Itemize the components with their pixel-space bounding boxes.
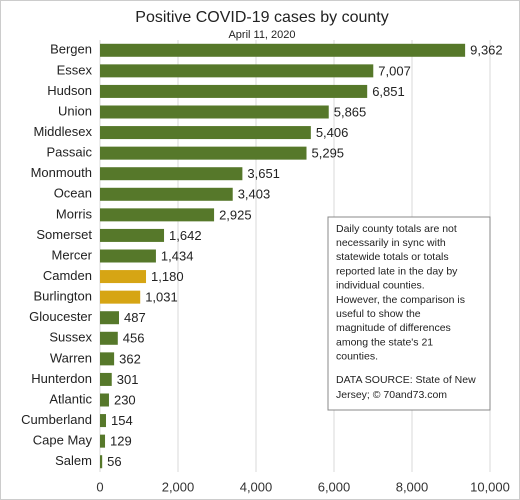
y-tick-label: Cape May [33, 433, 93, 448]
value-label: 6,851 [372, 84, 405, 99]
annotation-line: Daily county totals are not [336, 223, 457, 235]
bar [100, 187, 233, 201]
bar [100, 228, 165, 242]
chart-subtitle: April 11, 2020 [228, 29, 295, 41]
value-label: 230 [114, 392, 136, 407]
value-label: 362 [119, 351, 141, 366]
value-label: 5,295 [312, 146, 345, 161]
y-tick-label: Essex [57, 62, 93, 77]
annotation-line: individual counties. [336, 280, 425, 292]
y-tick-label: Atlantic [49, 391, 92, 406]
annotation-line: among the state's 21 [336, 336, 433, 348]
value-label: 487 [124, 310, 146, 325]
x-tick-label: 2,000 [162, 479, 195, 494]
bar [100, 372, 112, 386]
value-label: 3,651 [247, 166, 280, 181]
bar [100, 43, 466, 57]
bar [100, 434, 106, 448]
value-label: 56 [107, 454, 121, 469]
value-label: 456 [123, 331, 145, 346]
value-label: 129 [110, 434, 132, 449]
bar [100, 64, 374, 78]
y-tick-label: Middlesex [33, 124, 92, 139]
y-tick-label: Salem [55, 453, 92, 468]
y-tick-label: Sussex [49, 330, 92, 345]
value-label: 9,362 [470, 43, 503, 58]
annotation-line: necessarily in sync with [336, 237, 446, 249]
bar [100, 331, 118, 345]
annotation-line: magnitude of differences [336, 322, 451, 334]
value-label: 154 [111, 413, 133, 428]
value-label: 1,434 [161, 248, 194, 263]
annotation-line: However, the comparison is [336, 294, 465, 306]
y-tick-label: Cumberland [21, 412, 92, 427]
bar [100, 311, 119, 325]
x-tick-label: 10,000 [470, 479, 510, 494]
bar [100, 414, 107, 428]
annotation-box [327, 216, 491, 411]
x-tick-label: 8,000 [396, 479, 429, 494]
bar [100, 105, 329, 119]
bar [100, 208, 215, 222]
source-line: Jersey; © 70and73.com [336, 389, 447, 401]
value-label: 301 [117, 372, 139, 387]
annotation-line: statewide totals or totals [336, 251, 449, 263]
bar [100, 290, 141, 304]
bar [100, 393, 109, 407]
bar [100, 352, 115, 366]
y-tick-label: Bergen [50, 42, 92, 57]
x-tick-label: 6,000 [318, 479, 351, 494]
bar [100, 455, 103, 469]
y-tick-label: Morris [56, 206, 93, 221]
y-tick-label: Ocean [54, 186, 92, 201]
value-label: 2,925 [219, 207, 252, 222]
value-label: 5,406 [316, 125, 349, 140]
value-label: 3,403 [238, 187, 271, 202]
bar [100, 84, 368, 98]
y-tick-label: Warren [50, 350, 92, 365]
value-label: 7,007 [378, 63, 411, 78]
bar [100, 167, 243, 181]
y-tick-label: Passaic [46, 145, 92, 160]
bar [100, 146, 307, 160]
y-tick-label: Monmouth [31, 165, 92, 180]
y-tick-label: Gloucester [29, 309, 93, 324]
annotation-line: counties. [336, 351, 378, 363]
chart-title: Positive COVID-19 cases by county [135, 9, 388, 26]
value-label: 5,865 [334, 104, 367, 119]
y-tick-label: Camden [43, 268, 92, 283]
x-tick-label: 0 [96, 479, 103, 494]
bar [100, 126, 311, 140]
value-label: 1,031 [145, 290, 178, 305]
y-tick-label: Hunterdon [31, 371, 92, 386]
bar [100, 270, 147, 284]
y-tick-label: Mercer [52, 247, 93, 262]
y-tick-label: Hudson [47, 83, 92, 98]
value-label: 1,180 [151, 269, 184, 284]
bar [100, 249, 156, 263]
source-line: DATA SOURCE: State of New [336, 374, 476, 386]
value-label: 1,642 [169, 228, 202, 243]
y-tick-label: Union [58, 103, 92, 118]
x-tick-label: 4,000 [240, 479, 273, 494]
y-tick-label: Burlington [33, 289, 92, 304]
annotation-line: useful to show the [336, 308, 421, 320]
y-tick-label: Somerset [36, 227, 92, 242]
annotation-line: reported late in the day by [336, 265, 458, 277]
